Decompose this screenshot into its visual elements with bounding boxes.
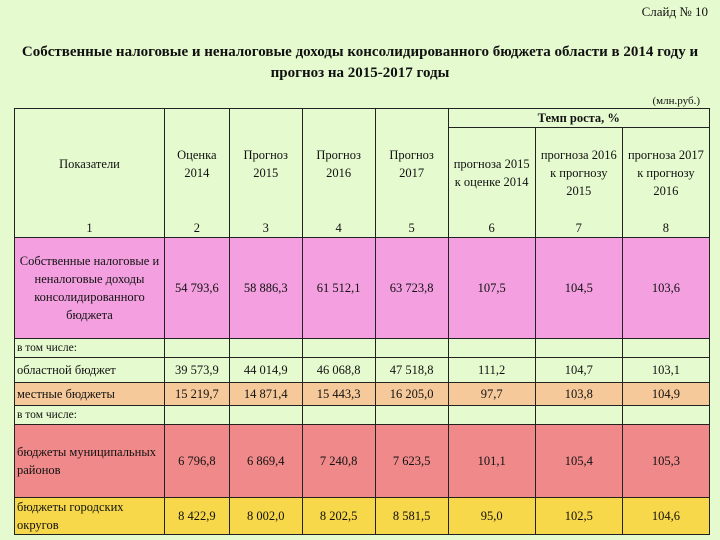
value-cell: 104,5 — [534, 236, 623, 339]
table-row: бюджеты муниципальных районов 6 796,8 6 … — [14, 423, 711, 498]
value-cell: 8 002,0 — [228, 496, 303, 535]
value-cell: 39 573,9 — [163, 356, 230, 383]
title-line-2: прогноз на 2015-2017 годы — [270, 65, 450, 81]
index-cell: 8 — [621, 218, 711, 238]
value-cell: 6 869,4 — [228, 423, 303, 498]
index-cell: 1 — [14, 218, 165, 238]
value-cell: 104,7 — [534, 356, 623, 383]
value-cell: 44 014,9 — [228, 356, 303, 383]
value-cell: 61 512,1 — [301, 236, 376, 339]
value-cell: 7 623,5 — [374, 423, 449, 498]
header-growth-2017: прогноза 2017 к прогнозу 2016 — [621, 127, 711, 219]
value-cell: 8 422,9 — [163, 496, 230, 535]
table-row: в том числе: — [14, 404, 711, 425]
header-estimate-2014: Оценка 2014 — [163, 108, 230, 219]
value-cell: 105,4 — [534, 423, 623, 498]
value-cell: 103,6 — [621, 236, 711, 339]
row-label: бюджеты муниципальных районов — [14, 423, 165, 498]
index-cell: 4 — [301, 218, 376, 238]
revenue-table: Показатели Оценка 2014 Прогноз 2015 Прог… — [14, 108, 711, 535]
value-cell: 16 205,0 — [374, 381, 449, 406]
header-growth-2016: прогноза 2016 к прогнозу 2015 — [534, 127, 623, 219]
value-cell: 103,1 — [621, 356, 711, 383]
value-cell: 107,5 — [447, 236, 536, 339]
value-cell: 97,7 — [447, 381, 536, 406]
value-cell: 104,9 — [621, 381, 711, 406]
column-index-row: 1 2 3 4 5 6 7 8 — [14, 218, 711, 238]
row-label: Собственные налоговые и неналоговые дохо… — [14, 236, 165, 339]
value-cell: 54 793,6 — [163, 236, 230, 339]
value-cell: 7 240,8 — [301, 423, 376, 498]
value-cell: 8 202,5 — [301, 496, 376, 535]
header-forecast-2017: Прогноз 2017 — [374, 108, 449, 219]
row-label: областной бюджет — [14, 356, 165, 383]
header-growth-2015: прогноза 2015 к оценке 2014 — [447, 127, 536, 219]
value-cell: 95,0 — [447, 496, 536, 535]
units-label: (млн.руб.) — [652, 95, 700, 107]
index-cell: 6 — [447, 218, 536, 238]
value-cell: 102,5 — [534, 496, 623, 535]
table-row: областной бюджет 39 573,9 44 014,9 46 06… — [14, 356, 711, 383]
value-cell: 8 581,5 — [374, 496, 449, 535]
value-cell: 15 219,7 — [163, 381, 230, 406]
table-row: Собственные налоговые и неналоговые дохо… — [14, 236, 711, 339]
index-cell: 2 — [163, 218, 230, 238]
value-cell: 104,6 — [621, 496, 711, 535]
value-cell: 111,2 — [447, 356, 536, 383]
value-cell: 103,8 — [534, 381, 623, 406]
value-cell: 15 443,3 — [301, 381, 376, 406]
slide-title: Собственные налоговые и неналоговые дохо… — [0, 42, 720, 84]
value-cell: 6 796,8 — [163, 423, 230, 498]
header-forecast-2016: Прогноз 2016 — [301, 108, 376, 219]
header-growth-group: Темп роста, % — [447, 108, 711, 128]
header-forecast-2015: Прогноз 2015 — [228, 108, 303, 219]
row-label: местные бюджеты — [14, 381, 165, 406]
value-cell: 101,1 — [447, 423, 536, 498]
row-label: бюджеты городских округов — [14, 496, 165, 535]
value-cell: 46 068,8 — [301, 356, 376, 383]
row-label: в том числе: — [14, 404, 165, 425]
index-cell: 5 — [374, 218, 449, 238]
table-row: в том числе: — [14, 337, 711, 358]
table-row: местные бюджеты 15 219,7 14 871,4 15 443… — [14, 381, 711, 406]
index-cell: 3 — [228, 218, 303, 238]
slide-number: Слайд № 10 — [641, 4, 708, 19]
value-cell: 58 886,3 — [228, 236, 303, 339]
title-line-1: Собственные налоговые и неналоговые дохо… — [21, 44, 699, 60]
value-cell: 14 871,4 — [228, 381, 303, 406]
value-cell: 47 518,8 — [374, 356, 449, 383]
table-row: бюджеты городских округов 8 422,9 8 002,… — [14, 496, 711, 535]
row-label: в том числе: — [14, 337, 165, 358]
index-cell: 7 — [534, 218, 623, 238]
header-indicator: Показатели — [14, 108, 165, 219]
value-cell: 63 723,8 — [374, 236, 449, 339]
value-cell: 105,3 — [621, 423, 711, 498]
